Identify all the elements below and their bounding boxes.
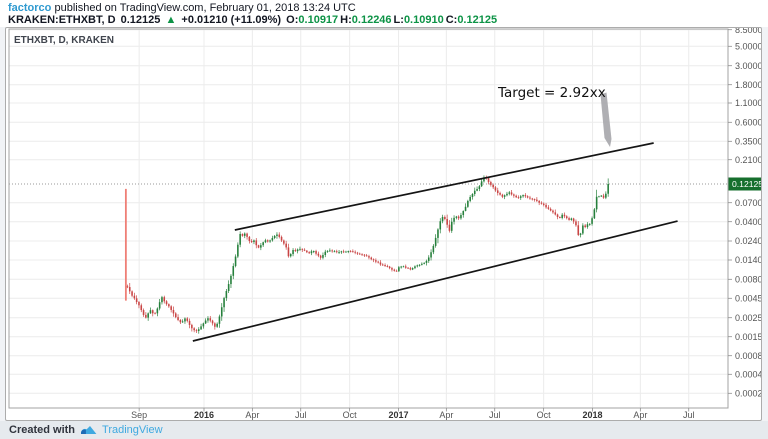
published-text: published on TradingView.com, February 0… [54, 2, 356, 14]
page-footer: Created with TradingView [0, 421, 768, 439]
svg-text:Jul: Jul [683, 410, 695, 420]
candlestick-series [126, 175, 609, 334]
publish-header: factorco published on TradingView.com, F… [0, 0, 768, 27]
svg-text:Oct: Oct [343, 410, 358, 420]
publish-byline: factorco published on TradingView.com, F… [8, 2, 356, 14]
target-annotation[interactable]: Target = 2.92xx [497, 85, 606, 101]
svg-text:1.80000: 1.80000 [735, 80, 761, 90]
ohlc-label: H: [340, 14, 352, 26]
ohlc-value: 0.10910 [403, 14, 444, 26]
ohlc-label: O: [286, 14, 299, 26]
svg-text:0.12125: 0.12125 [732, 179, 761, 189]
svg-text:Jul: Jul [489, 410, 501, 420]
ohlc-value: 0.10917 [298, 14, 339, 26]
plot-border [8, 28, 729, 409]
svg-text:2017: 2017 [389, 410, 409, 420]
price-change: +0.01210 (+11.09%) [181, 14, 282, 26]
tradingview-logo-icon [80, 426, 97, 434]
svg-text:Apr: Apr [633, 410, 647, 420]
svg-text:Sep: Sep [131, 410, 147, 420]
svg-text:8.50000: 8.50000 [735, 28, 761, 35]
ohlc-values: O:0.10917 H:0.12246 L:0.10910 C:0.12125 [286, 14, 499, 26]
current-price-badge: 0.12125 [728, 177, 761, 191]
svg-text:5.00000: 5.00000 [735, 42, 761, 52]
ohlc-value: 0.12125 [457, 14, 498, 26]
symbol-name: KRAKEN:ETHXBT, D [8, 14, 116, 26]
chart-legend[interactable]: ETHXBT, D, KRAKEN [14, 35, 114, 46]
chart-widget: Target = 2.92xx ETHXBT, D, KRAKEN 8.50000… [5, 27, 762, 421]
svg-text:Jul: Jul [295, 410, 307, 420]
author-link[interactable]: factorco [8, 2, 52, 14]
target-arrow-icon [600, 92, 612, 147]
svg-text:0.00023: 0.00023 [735, 389, 761, 399]
last-price: 0.12125 [120, 14, 161, 26]
trendline-channel-bottom[interactable] [192, 220, 678, 342]
ohlc-value: 0.12246 [351, 14, 392, 26]
svg-text:Apr: Apr [439, 410, 453, 420]
trendline-channel-top[interactable] [234, 142, 654, 231]
tradingview-brand-link[interactable]: TradingView [102, 424, 163, 436]
created-with-label: Created with [9, 424, 76, 436]
svg-text:2016: 2016 [194, 410, 214, 420]
svg-text:3.00000: 3.00000 [735, 61, 761, 71]
ohlc-label: C: [445, 14, 458, 26]
svg-text:Oct: Oct [537, 410, 552, 420]
up-arrow-icon: ▲ [165, 14, 177, 26]
grid-layer [9, 29, 728, 408]
price-chart-canvas[interactable]: Target = 2.92xx ETHXBT, D, KRAKEN 8.50000… [6, 28, 761, 420]
svg-text:2018: 2018 [583, 410, 603, 420]
svg-text:Apr: Apr [245, 410, 259, 420]
symbol-quote-line: KRAKEN:ETHXBT, D 0.12125 ▲ +0.01210 (+11… [8, 14, 501, 26]
time-axis[interactable]: Sep 2016 Apr Jul Oct 2017 Apr Jul Oct 2018 Apr Jul [131, 408, 694, 420]
ohlc-label: L: [393, 14, 404, 26]
svg-text:0.00045: 0.00045 [735, 370, 761, 380]
